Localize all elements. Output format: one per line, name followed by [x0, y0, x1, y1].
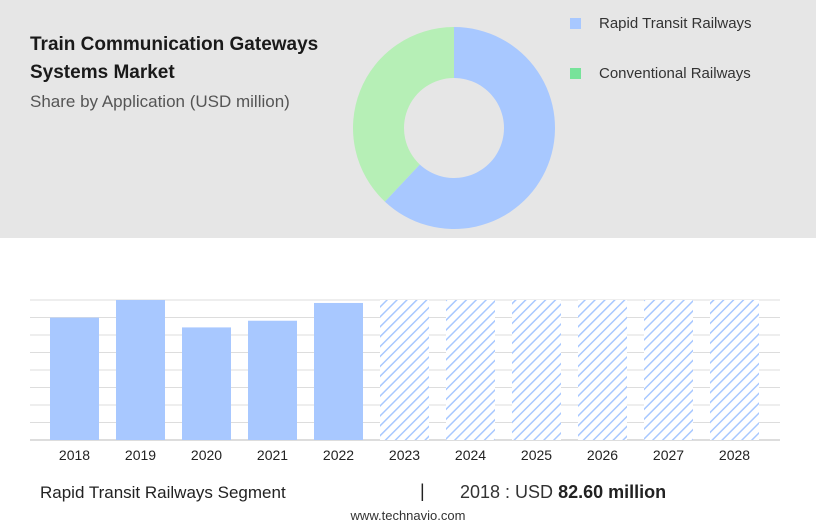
legend-swatch-rapid-transit	[570, 18, 581, 29]
x-tick-label-2020: 2020	[191, 447, 222, 463]
donut-chart	[353, 27, 555, 229]
legend-item-conventional: Conventional Railways	[570, 65, 751, 82]
footer-segment-label: Rapid Transit Railways Segment	[40, 483, 286, 502]
x-tick-label-2025: 2025	[521, 447, 552, 463]
forecast-bar-2027	[644, 300, 693, 440]
footer-value: 2018 : USD 82.60 million	[460, 482, 666, 503]
footer-year-label: 2018 : USD	[460, 482, 559, 502]
bar-2019	[116, 300, 165, 440]
chart-title: Train Communication Gateways Systems Mar…	[30, 34, 319, 83]
donut-slice-conventional-railways	[353, 27, 454, 202]
legend-item-rapid-transit: Rapid Transit Railways	[570, 15, 752, 32]
x-tick-label-2018: 2018	[59, 447, 90, 463]
x-tick-label-2026: 2026	[587, 447, 618, 463]
legend-label-rapid-transit: Rapid Transit Railways	[599, 15, 752, 32]
chart-subtitle: Share by Application (USD million)	[30, 92, 290, 111]
donut-slice-rapid-transit-railways	[384, 27, 555, 229]
x-tick-label-2023: 2023	[389, 447, 420, 463]
footer-value-amount: 82.60 million	[558, 482, 667, 502]
x-tick-label-2024: 2024	[455, 447, 486, 463]
bar-2022	[314, 302, 363, 440]
forecast-bar-2023	[380, 300, 429, 440]
x-tick-label-2022: 2022	[323, 447, 354, 463]
forecast-bar-2026	[578, 300, 627, 440]
footer-divider: |	[420, 481, 425, 501]
x-tick-label-2021: 2021	[257, 447, 288, 463]
forecast-bar-2024	[446, 300, 495, 440]
bar-chart: 2018 2019 2020 2021 2022 2023 2024 2025 2026 2027…	[30, 299, 780, 463]
source-url: www.technavio.com	[350, 508, 466, 523]
bar-2020	[182, 327, 231, 440]
x-tick-label-2028: 2028	[719, 447, 750, 463]
legend-label-conventional: Conventional Railways	[599, 65, 751, 82]
bar-2018	[50, 317, 99, 440]
legend-swatch-conventional	[570, 68, 581, 79]
forecast-bar-2028	[710, 300, 759, 440]
x-tick-label-2019: 2019	[125, 447, 156, 463]
bar-2021	[248, 320, 297, 440]
x-tick-label-2027: 2027	[653, 447, 684, 463]
forecast-bar-2025	[512, 300, 561, 440]
